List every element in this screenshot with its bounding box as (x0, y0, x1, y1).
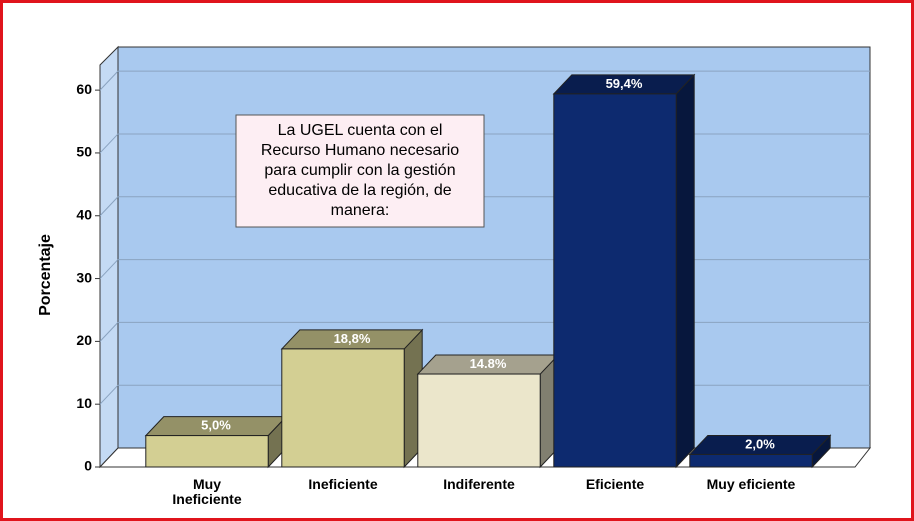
bar-front (553, 93, 677, 468)
bar-side (675, 73, 695, 469)
x-tick-label: Muy eficiente (706, 476, 796, 492)
grid-line (99, 70, 119, 91)
y-tick-label: 0 (84, 458, 92, 474)
annotation-box (235, 114, 485, 228)
value-label: 2,0% (745, 436, 775, 451)
bar: 14.8% (416, 353, 560, 469)
left-wall (99, 45, 119, 469)
x-tick-label: Eficiente (585, 476, 645, 492)
bar-front (689, 453, 813, 468)
x-tick-label: Ineficiente (308, 476, 378, 492)
y-tick-label: 60 (76, 81, 92, 97)
y-tick-label: 30 (76, 269, 92, 285)
y-tick-label: 20 (76, 332, 92, 348)
value-label: 14.8% (470, 356, 507, 371)
bar: 5,0% (144, 415, 288, 469)
bar-front (145, 435, 269, 468)
annotation-line: Recurso Humano necesario (261, 142, 459, 159)
y-tick-label: 10 (76, 395, 92, 411)
y-tick-label: 40 (76, 206, 92, 222)
grid-line (99, 384, 119, 405)
value-label: 59,4% (606, 76, 643, 91)
y-axis-label: Porcentaje (37, 234, 54, 316)
bar-front (281, 348, 405, 468)
y-tick-label: 50 (76, 144, 92, 160)
grid-line (99, 322, 119, 342)
bar: 59,4% (552, 73, 696, 469)
x-tick-label: Indiferente (443, 476, 515, 492)
x-tick-label: Muy Ineficiente (172, 476, 242, 507)
annotation-line: La UGEL cuenta con el (278, 122, 443, 139)
value-label: 5,0% (201, 418, 231, 433)
annotation-line: educativa de la región, de (268, 182, 451, 199)
bar: 2,0% (688, 434, 832, 469)
bar-front (417, 373, 541, 468)
annotation-line: manera: (331, 202, 390, 219)
grid-line (99, 133, 119, 154)
bar: 18,8% (280, 328, 424, 469)
grid-line (99, 259, 119, 279)
value-label: 18,8% (334, 331, 371, 346)
grid-line (99, 196, 119, 217)
annotation-line: para cumplir con la gestión (264, 162, 455, 179)
